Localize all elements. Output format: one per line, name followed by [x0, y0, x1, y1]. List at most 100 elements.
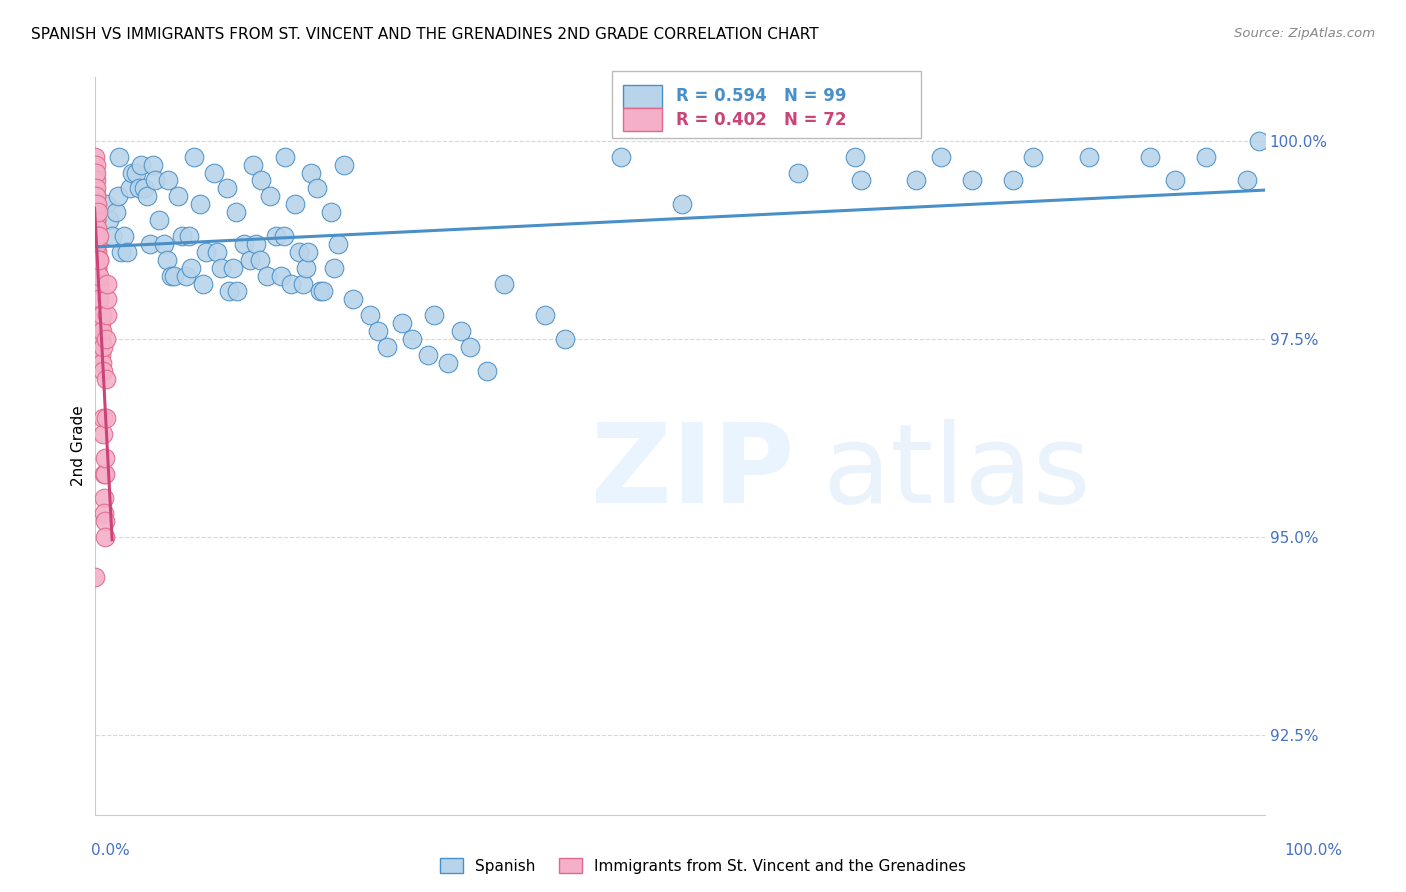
Point: [319, 205, 342, 219]
Point: [84, 181, 107, 195]
Point: [86, 252, 108, 267]
Point: [84, 165, 107, 179]
Point: [172, 229, 194, 244]
Point: [84, 205, 107, 219]
Point: [118, 181, 141, 195]
Point: [787, 165, 810, 179]
Point: [270, 268, 292, 283]
Point: [90, 356, 112, 370]
Point: [124, 165, 146, 179]
Point: [86, 236, 108, 251]
Point: [295, 260, 318, 275]
Point: [179, 229, 201, 244]
Point: [84, 181, 107, 195]
Point: [96, 308, 118, 322]
Point: [174, 268, 197, 283]
Point: [1195, 150, 1218, 164]
Point: [299, 165, 322, 179]
Point: [87, 268, 110, 283]
Point: [534, 308, 557, 322]
Point: [1002, 173, 1025, 187]
Point: [225, 205, 247, 219]
Point: [94, 530, 117, 544]
Point: [132, 181, 155, 195]
Text: R = 0.402   N = 72: R = 0.402 N = 72: [676, 111, 846, 128]
Point: [333, 158, 356, 172]
Point: [87, 229, 110, 244]
Text: ZIP: ZIP: [591, 419, 794, 526]
Point: [180, 260, 202, 275]
Point: [215, 181, 238, 195]
Point: [86, 236, 108, 251]
Point: [152, 236, 174, 251]
Point: [166, 189, 188, 203]
Point: [245, 236, 267, 251]
Point: [84, 260, 107, 275]
Point: [1164, 173, 1187, 187]
Point: [312, 285, 335, 299]
Point: [91, 364, 114, 378]
Point: [84, 570, 107, 584]
Point: [104, 205, 127, 219]
Point: [84, 213, 107, 227]
Point: [849, 173, 872, 187]
Point: [226, 285, 249, 299]
Point: [280, 277, 302, 291]
Point: [249, 252, 271, 267]
Point: [84, 229, 107, 244]
Point: [86, 197, 108, 211]
Point: [242, 158, 264, 172]
Point: [209, 260, 232, 275]
Point: [89, 324, 111, 338]
Point: [342, 293, 364, 307]
Point: [93, 507, 115, 521]
Point: [86, 189, 108, 203]
Point: [94, 450, 117, 465]
Point: [86, 221, 108, 235]
Point: [84, 165, 107, 179]
Point: [86, 244, 108, 259]
Point: [297, 244, 319, 259]
Point: [416, 348, 439, 362]
Point: [1236, 173, 1258, 187]
Point: [163, 268, 186, 283]
Point: [326, 236, 349, 251]
Point: [437, 356, 460, 370]
Point: [86, 260, 108, 275]
Point: [1247, 134, 1270, 148]
Point: [84, 158, 107, 172]
Legend: Spanish, Immigrants from St. Vincent and the Grenadines: Spanish, Immigrants from St. Vincent and…: [434, 852, 972, 880]
Point: [156, 252, 179, 267]
Point: [274, 150, 297, 164]
Text: 0.0%: 0.0%: [91, 843, 131, 858]
Point: [148, 213, 170, 227]
Point: [96, 332, 118, 346]
Point: [90, 308, 112, 322]
Point: [84, 252, 107, 267]
Point: [1139, 150, 1161, 164]
Point: [89, 229, 111, 244]
Point: [86, 213, 108, 227]
Point: [89, 340, 111, 354]
Point: [305, 181, 328, 195]
Point: [101, 229, 124, 244]
Point: [145, 173, 167, 187]
Point: [194, 244, 217, 259]
Point: [142, 158, 165, 172]
Point: [84, 244, 107, 259]
Point: [610, 150, 633, 164]
Point: [450, 324, 472, 338]
Point: [554, 332, 576, 346]
Point: [84, 189, 107, 203]
Point: [1022, 150, 1045, 164]
Point: [91, 324, 114, 338]
Point: [905, 173, 928, 187]
Point: [96, 293, 118, 307]
Point: [309, 285, 332, 299]
Point: [93, 467, 115, 481]
Point: [157, 173, 180, 187]
Point: [207, 244, 229, 259]
Point: [94, 411, 117, 425]
Point: [84, 173, 107, 187]
Point: [84, 189, 107, 203]
